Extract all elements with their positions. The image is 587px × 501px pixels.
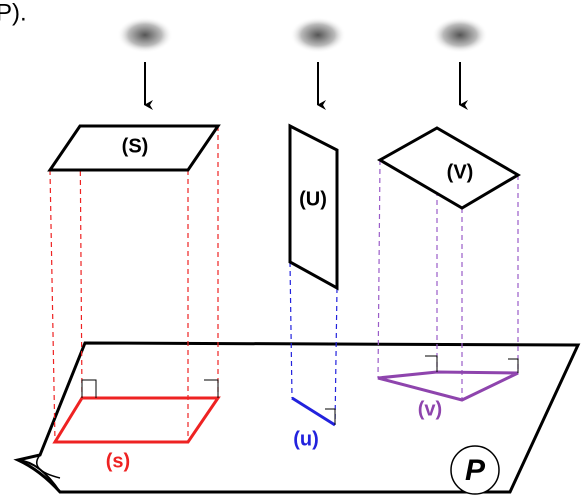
shape-v [376, 126, 521, 210]
label-s-proj: (s) [106, 450, 130, 472]
label-u-proj: (u) [293, 428, 319, 450]
right-angle-u [325, 408, 336, 425]
eyes [117, 17, 488, 53]
header-title: P). [0, 0, 27, 26]
label-v-proj: (v) [418, 398, 442, 420]
label-s: (S) [122, 135, 149, 157]
right-angles-s [81, 379, 219, 398]
arrows [144, 62, 468, 110]
right-angles-v [425, 355, 519, 373]
plane: P [13, 341, 581, 495]
label-v: (V) [447, 161, 474, 183]
projection-u [291, 396, 336, 427]
shape-s [47, 124, 221, 172]
shape-u [288, 123, 339, 291]
projection-lines-u [289, 261, 338, 426]
plane-label: P [465, 454, 486, 487]
label-u: (U) [299, 188, 327, 210]
projection-s [52, 396, 221, 444]
